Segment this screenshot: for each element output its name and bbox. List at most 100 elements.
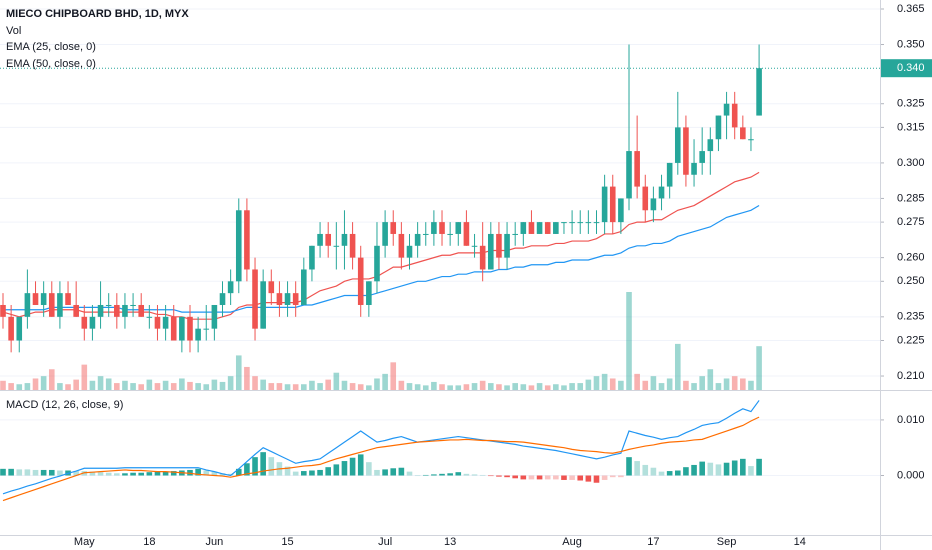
volume-bar <box>114 383 120 390</box>
volume-bar <box>65 384 71 390</box>
candle-body <box>114 304 120 317</box>
volume-bar <box>447 385 453 390</box>
legend-entry: EMA (25, close, 0) <box>6 41 96 53</box>
candle-body <box>488 233 494 270</box>
candle-body <box>585 222 592 224</box>
volume-bar <box>650 376 657 390</box>
volume-bar <box>756 346 762 390</box>
macd-histogram-bar <box>406 471 413 476</box>
candle-body <box>97 304 104 317</box>
macd-histogram-bar <box>16 469 23 476</box>
candle-body <box>650 198 657 211</box>
macd-histogram-bar <box>252 457 258 476</box>
macd-histogram-bar <box>666 471 673 476</box>
volume-bar <box>8 383 14 390</box>
volume-bar <box>374 378 380 390</box>
macd-histogram-bar <box>748 466 754 476</box>
macd-histogram-bar <box>626 457 632 476</box>
candle-body <box>431 222 437 234</box>
macd-histogram-bar <box>154 471 161 476</box>
volume-bar <box>325 379 331 390</box>
candle-body <box>731 103 738 128</box>
volume-bar <box>520 384 527 390</box>
candle-body <box>325 233 331 246</box>
macd-histogram-bar <box>488 475 494 477</box>
macd-histogram-bar <box>544 475 551 480</box>
candle-body <box>235 210 242 282</box>
macd-line <box>2 416 760 502</box>
macd-histogram-bar <box>382 469 388 476</box>
candle-body <box>105 304 112 306</box>
volume-bar <box>105 378 112 390</box>
volume-bar <box>32 378 39 390</box>
macd-histogram-bar <box>73 471 79 476</box>
macd-histogram-bar <box>593 475 600 483</box>
macd-histogram-bar <box>650 467 657 476</box>
macd-histogram-bar <box>569 475 575 480</box>
macd-histogram-bar <box>471 474 478 476</box>
candle-body <box>48 293 55 317</box>
candle-body <box>658 186 665 199</box>
candle-body <box>138 304 145 317</box>
volume-bar <box>292 384 299 390</box>
candle-body <box>496 233 502 258</box>
macd-histogram-bar <box>357 454 364 476</box>
macd-histogram-bar <box>309 470 315 476</box>
volume-bar <box>496 384 502 390</box>
macd-histogram-bar <box>658 471 665 476</box>
candle-body <box>593 222 600 224</box>
volume-bar <box>349 383 356 390</box>
candle-body <box>268 281 275 294</box>
macd-histogram-bar <box>422 474 429 476</box>
candle-body <box>666 162 673 187</box>
macd-histogram-bar <box>577 475 584 481</box>
macd-histogram-bar <box>455 472 462 476</box>
macd-histogram-bar <box>57 470 63 476</box>
volume-bar <box>593 376 600 390</box>
candle-body <box>553 222 559 234</box>
candle-body <box>179 316 185 341</box>
macd-histogram-bar <box>195 468 201 476</box>
macd-histogram-bar <box>203 470 210 476</box>
volume-bar <box>463 384 470 390</box>
volume-bar <box>390 362 397 390</box>
x-tick-label: 15 <box>281 536 293 548</box>
volume-bar <box>536 383 543 390</box>
volume-bar <box>309 380 315 390</box>
candle-body <box>0 304 6 317</box>
volume-bar <box>187 381 193 390</box>
candle-body <box>374 245 380 282</box>
macd-histogram-bar <box>463 473 470 476</box>
candle-body <box>569 222 575 224</box>
chart-title: MIECO CHIPBOARD BHD, 1D, MYX <box>6 8 189 20</box>
macd-histogram-bar <box>122 473 128 476</box>
macd-histogram-bar <box>260 452 266 476</box>
y-tick-label: 0.365 <box>897 3 925 15</box>
candle-body <box>715 115 722 140</box>
volume-bar <box>276 383 283 390</box>
macd-histogram-bar <box>479 474 486 476</box>
macd-histogram-bar <box>585 475 592 482</box>
volume-bar <box>406 383 413 390</box>
volume-bar <box>366 385 372 390</box>
candle-body <box>187 316 193 341</box>
candle-body <box>398 233 405 258</box>
candle-body <box>740 127 746 140</box>
candle-body <box>309 245 315 270</box>
candle-body <box>406 245 413 258</box>
y-tick-label: 0.350 <box>897 38 925 50</box>
volume-bar <box>252 376 258 390</box>
x-tick-label: 18 <box>143 536 155 548</box>
macd-histogram-bar <box>40 469 47 476</box>
volume-bar <box>219 381 226 390</box>
volume-bar <box>504 385 510 390</box>
x-tick-label: Sep <box>717 536 737 548</box>
candle-body <box>244 210 250 270</box>
macd-histogram-bar <box>366 462 372 476</box>
candle-body <box>536 222 543 234</box>
macd-histogram-bar <box>227 473 234 476</box>
candle-body <box>618 198 624 223</box>
legend-entry: Vol <box>6 25 21 37</box>
volume-bar <box>57 383 63 390</box>
